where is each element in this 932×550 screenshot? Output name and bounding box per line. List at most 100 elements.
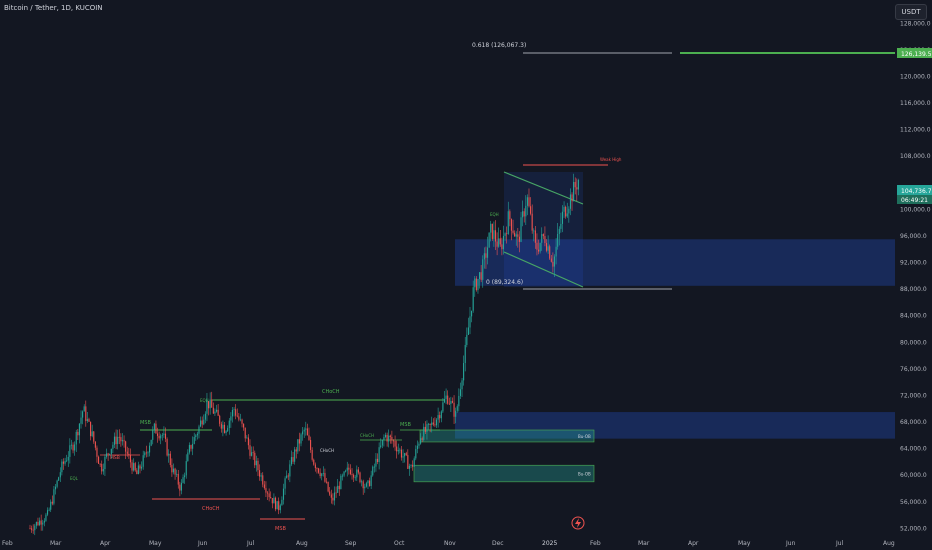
candle-body <box>479 272 481 280</box>
candle-body <box>268 493 270 498</box>
candle-body <box>330 494 332 498</box>
candle-body <box>314 464 316 469</box>
candle-body <box>563 206 565 212</box>
candle-body <box>373 466 375 468</box>
candle-body <box>176 473 178 475</box>
annotation-choch-4: CHoCH <box>320 448 334 453</box>
candle-body <box>231 409 234 417</box>
candle-body <box>270 497 272 499</box>
candle-body <box>440 411 442 419</box>
candle-body <box>319 472 321 476</box>
candle-body <box>131 462 133 471</box>
y-tick-label: 76,000.0 <box>900 366 927 373</box>
candle-body <box>196 433 198 436</box>
candle-body <box>185 461 187 476</box>
candle-body <box>507 211 509 235</box>
candle-body <box>410 464 412 466</box>
candle-body <box>459 389 461 396</box>
candle-body <box>340 475 342 490</box>
candle-body <box>504 233 506 236</box>
candle-body <box>45 514 47 521</box>
candle-body <box>322 473 324 474</box>
candle-body <box>77 431 79 436</box>
candle-body <box>335 492 337 494</box>
price-axis[interactable]: 52,000.0 56,000.0 60,000.0 64,000.0 68,000.0… <box>900 20 931 532</box>
currency-button[interactable]: USDT <box>895 4 927 20</box>
x-tick-label: Dec <box>492 540 504 547</box>
candle-body <box>115 436 117 444</box>
candle-body <box>171 465 173 473</box>
candle-body <box>254 452 256 466</box>
candle-body <box>58 477 60 481</box>
candle-body <box>257 460 259 471</box>
candle-body <box>155 423 157 434</box>
x-tick-label: Aug <box>883 540 895 547</box>
y-tick-label: 68,000.0 <box>900 419 927 426</box>
candle-body <box>223 424 226 433</box>
candle-body <box>333 492 336 501</box>
candle-body <box>48 509 50 511</box>
candle-body <box>474 278 476 288</box>
fib-0-label: 0 (89,324.6) <box>486 279 523 286</box>
candle-body <box>539 242 541 252</box>
candle-body <box>486 247 489 258</box>
candle-body <box>260 475 262 477</box>
time-axis[interactable]: Feb Mar Apr May Jun Jul Aug Sep Oct Nov Dec 2025 Feb… <box>2 540 895 547</box>
candle-body <box>525 205 527 217</box>
candle-body <box>561 211 564 224</box>
annotation-choch-1: CHoCH <box>322 389 340 395</box>
x-tick-label: Jun <box>197 540 208 547</box>
candle-body <box>490 223 492 233</box>
candle-body <box>306 428 308 436</box>
candle-body <box>182 477 184 483</box>
candle-body <box>461 380 463 390</box>
annotation-choch-3: CHoCH <box>360 433 374 438</box>
candle-body <box>388 435 390 442</box>
candle-body <box>160 435 162 439</box>
y-tick-label: 112,000.0 <box>900 127 931 134</box>
candle-body <box>528 197 530 207</box>
channel-fill <box>504 172 583 287</box>
candle-body <box>121 440 124 442</box>
candle-body <box>378 447 380 463</box>
candle-body <box>451 401 454 403</box>
candle-body <box>93 431 95 442</box>
lightning-icon[interactable] <box>571 516 585 530</box>
candle-body <box>188 445 190 453</box>
candle-body <box>214 411 216 414</box>
candle-body <box>37 521 39 526</box>
candle-body <box>215 409 218 412</box>
candle-body <box>557 234 559 247</box>
candle-body <box>209 399 211 409</box>
candle-body <box>349 469 351 475</box>
symbol-title: Bitcoin / Tether, 1D, KUCOIN <box>4 4 103 12</box>
x-tick-label: Jun <box>785 540 796 547</box>
candle-body <box>158 435 160 439</box>
candle-body <box>134 463 136 471</box>
fib-0618-label: 0.618 (126,067.3) <box>472 42 526 49</box>
y-tick-label: 96,000.0 <box>900 233 927 240</box>
x-tick-label: Jul <box>835 540 844 547</box>
candle-body <box>230 416 232 421</box>
candle-body <box>569 194 571 209</box>
candle-body <box>537 249 540 252</box>
candle-body <box>553 256 556 267</box>
candle-body <box>573 181 575 202</box>
candle-body <box>59 472 61 478</box>
candle-body <box>113 436 116 445</box>
candle-body <box>217 409 219 416</box>
candle-body <box>85 406 87 421</box>
candle-body <box>384 434 387 438</box>
candle-body <box>380 445 382 448</box>
candle-body <box>32 529 34 531</box>
candle-body <box>308 435 310 441</box>
annotation-msb-1: MSB <box>140 420 151 426</box>
candle-body <box>67 456 69 461</box>
candle-body <box>174 468 176 475</box>
candle-body <box>509 211 511 220</box>
candle-body <box>316 468 318 469</box>
candle-body <box>353 474 355 478</box>
y-tick-label: 84,000.0 <box>900 313 927 320</box>
